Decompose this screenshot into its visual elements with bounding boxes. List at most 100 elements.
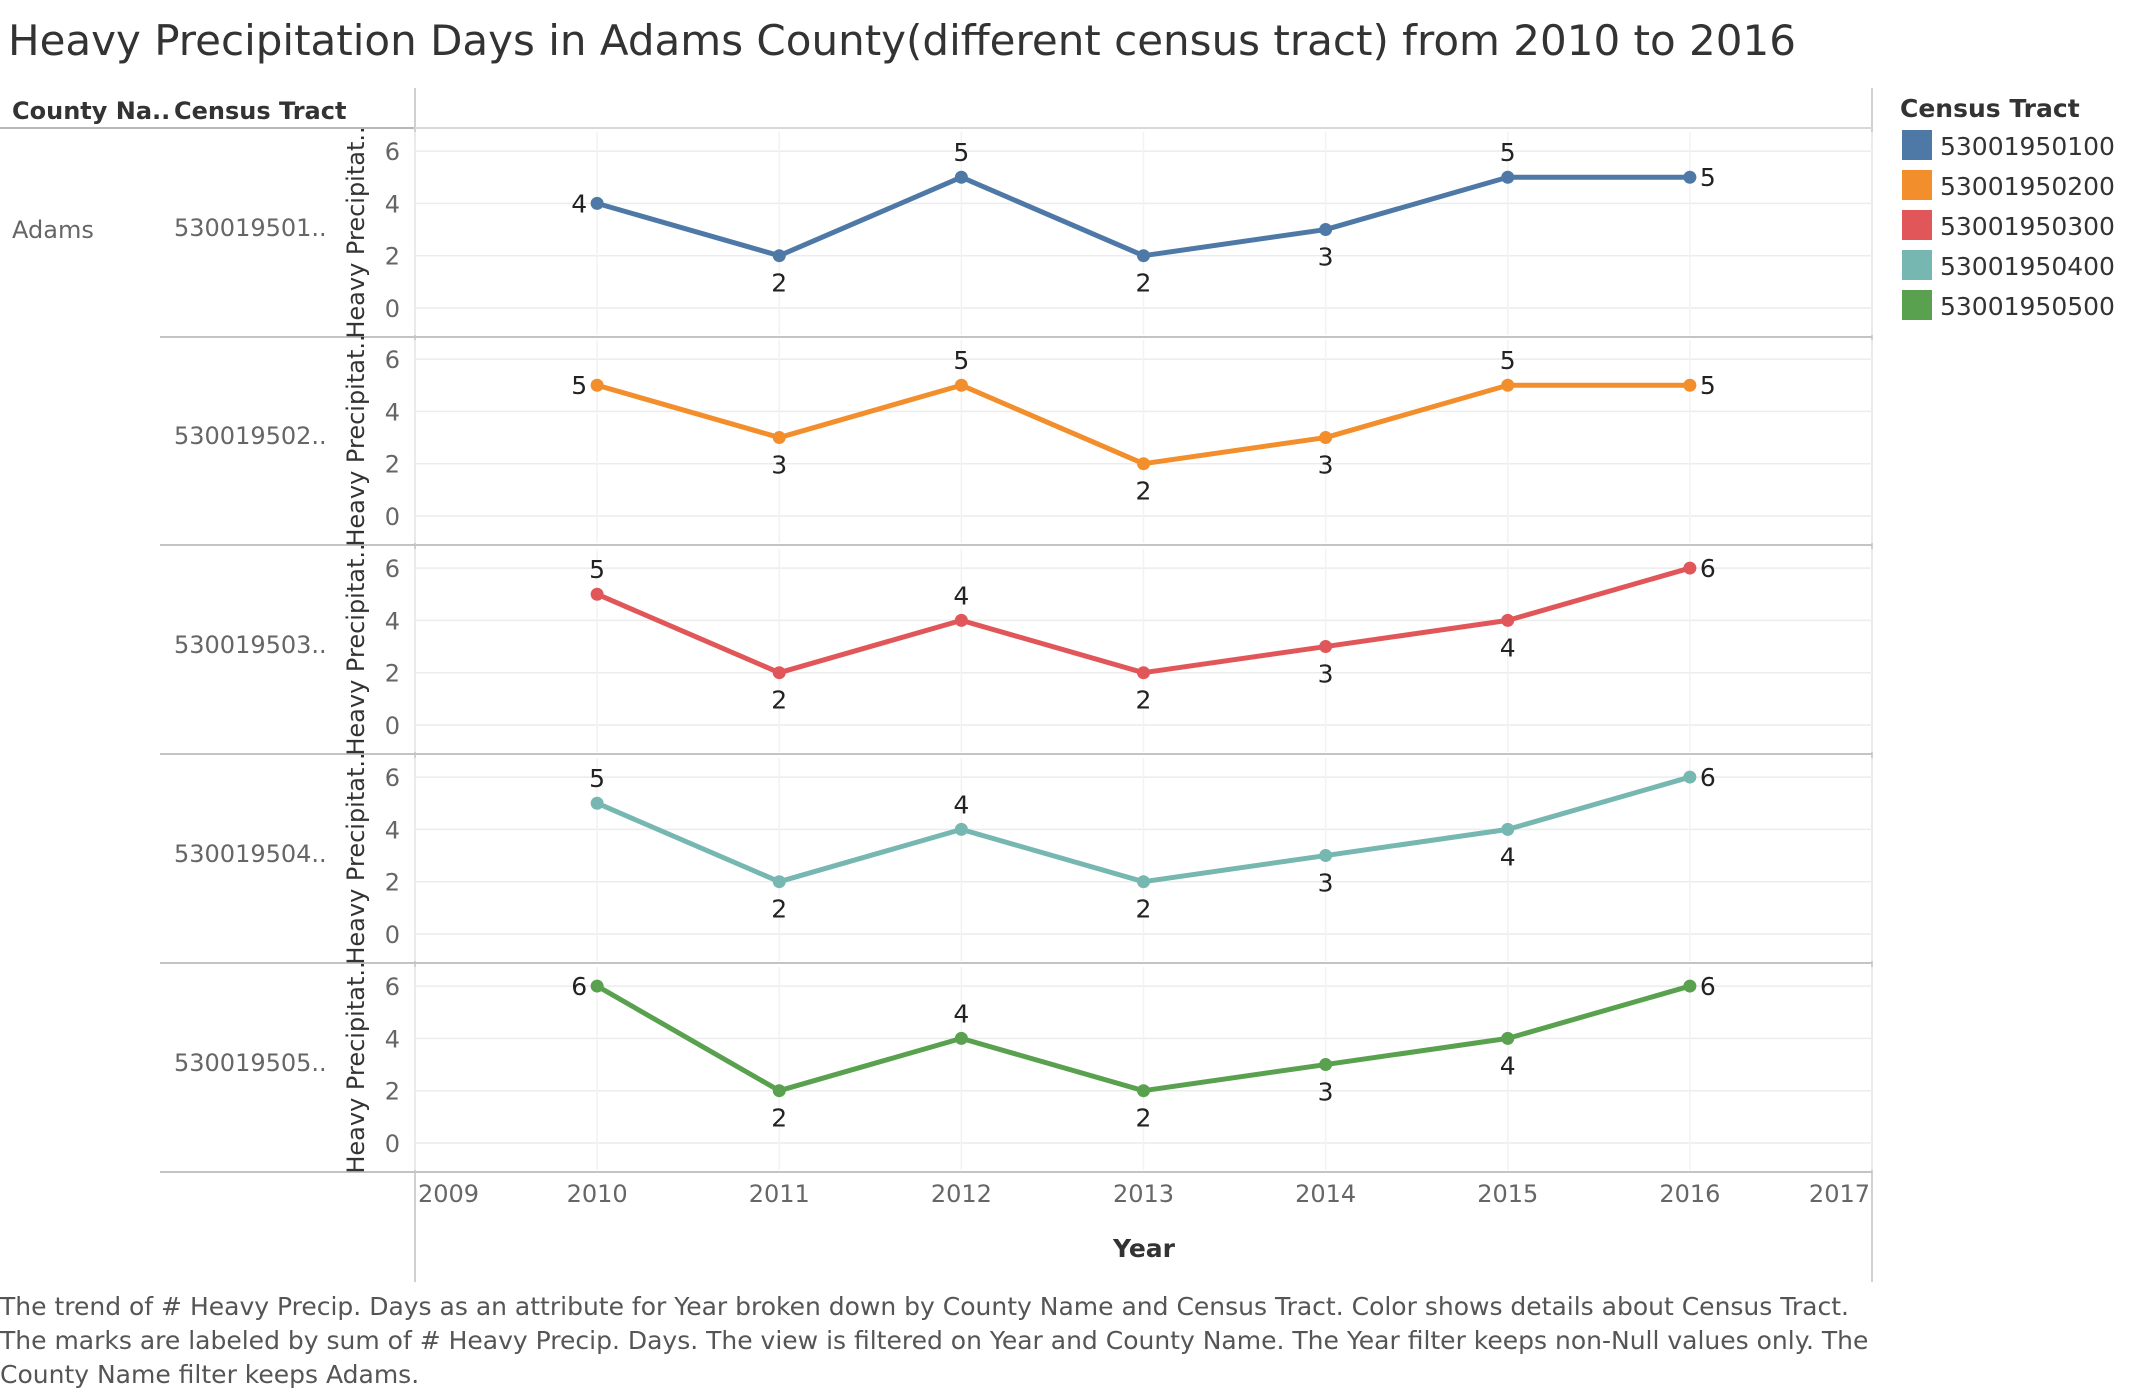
y-tick-label: 0: [385, 921, 400, 949]
data-label: 2: [1136, 686, 1152, 715]
row-header-county: County Na..: [12, 97, 170, 125]
data-point: [954, 613, 968, 627]
data-label: 5: [953, 138, 969, 167]
chart-caption: The trend of # Heavy Precip. Days as an …: [0, 1292, 1869, 1389]
data-point: [1501, 822, 1515, 836]
y-tick-label: 2: [385, 660, 400, 688]
data-point: [772, 875, 786, 889]
data-label: 4: [953, 999, 969, 1028]
legend-entry[interactable]: 53001950200: [1940, 172, 2115, 201]
data-point: [1319, 849, 1333, 863]
data-label: 4: [1500, 633, 1516, 662]
data-label: 5: [589, 764, 605, 793]
data-label: 4: [953, 790, 969, 819]
x-tick-label: 2013: [1113, 1180, 1174, 1208]
data-point: [954, 378, 968, 392]
data-point: [1501, 170, 1515, 184]
y-tick-label: 4: [385, 190, 400, 218]
y-axis-title: Heavy Precipitat..: [342, 543, 370, 755]
data-point: [1319, 1058, 1333, 1072]
y-axis-title: Heavy Precipitat..: [342, 334, 370, 546]
legend-swatch[interactable]: [1902, 210, 1932, 240]
data-point: [1137, 457, 1150, 471]
data-point: [590, 979, 604, 993]
y-tick-label: 0: [385, 503, 400, 531]
y-tick-label: 4: [385, 398, 400, 426]
data-label: 3: [771, 451, 787, 480]
y-tick-label: 2: [385, 1078, 400, 1106]
data-point: [1683, 979, 1697, 993]
data-point: [590, 587, 604, 601]
data-label: 5: [953, 346, 969, 375]
y-axis-title: Heavy Precipitat..: [342, 126, 370, 338]
census-tract-row-label: 530019503..: [174, 631, 327, 659]
legend-title: Census Tract: [1900, 94, 2080, 123]
x-tick-label: 2012: [931, 1180, 992, 1208]
census-tract-row-label: 530019505..: [174, 1049, 327, 1077]
data-label: 5: [1700, 163, 1716, 192]
x-tick-label: 2009: [418, 1180, 479, 1208]
data-point: [1501, 613, 1515, 627]
data-label: 4: [571, 189, 587, 218]
data-label: 2: [1136, 477, 1152, 506]
y-axis-title: Heavy Precipitat..: [342, 961, 370, 1173]
x-tick-label: 2016: [1659, 1180, 1720, 1208]
x-tick-label: 2017: [1809, 1180, 1870, 1208]
data-label: 2: [1136, 895, 1152, 924]
legend-entry[interactable]: 53001950300: [1940, 212, 2115, 241]
data-point: [1683, 170, 1697, 184]
y-tick-label: 0: [385, 1130, 400, 1158]
legend-swatch[interactable]: [1902, 290, 1932, 320]
row-header-census-tract: Census Tract: [174, 97, 346, 125]
legend-entry[interactable]: 53001950400: [1940, 252, 2115, 281]
data-point: [590, 796, 604, 810]
legend-swatch[interactable]: [1902, 250, 1932, 280]
data-point: [1683, 378, 1697, 392]
data-point: [590, 378, 604, 392]
y-tick-label: 0: [385, 712, 400, 740]
data-label: 5: [1500, 138, 1516, 167]
x-axis-title: Year: [1112, 1234, 1176, 1263]
x-tick-label: 2015: [1477, 1180, 1538, 1208]
y-tick-label: 0: [385, 295, 400, 323]
data-label: 3: [1318, 1078, 1334, 1107]
data-point: [1137, 875, 1150, 889]
data-point: [1501, 378, 1515, 392]
y-tick-label: 6: [385, 346, 400, 374]
legend-swatch[interactable]: [1902, 130, 1932, 160]
data-point: [772, 666, 786, 680]
data-label: 6: [1700, 972, 1716, 1001]
data-label: 2: [771, 269, 787, 298]
y-axis-title: Heavy Precipitat..: [342, 752, 370, 964]
data-point: [1137, 249, 1150, 263]
census-tract-row-label: 530019501..: [174, 214, 327, 242]
data-label: 5: [1700, 371, 1716, 400]
data-point: [590, 196, 604, 210]
data-label: 4: [953, 581, 969, 610]
data-label: 5: [589, 555, 605, 584]
data-point: [772, 1084, 786, 1098]
legend-swatch[interactable]: [1902, 170, 1932, 200]
legend-entry[interactable]: 53001950100: [1940, 132, 2115, 161]
data-label: 3: [1318, 869, 1334, 898]
data-point: [1319, 223, 1333, 237]
data-label: 4: [1500, 1051, 1516, 1080]
data-label: 6: [571, 972, 587, 1001]
data-point: [1501, 1031, 1515, 1045]
data-label: 3: [1318, 243, 1334, 272]
x-tick-label: 2010: [567, 1180, 628, 1208]
y-tick-label: 6: [385, 555, 400, 583]
data-label: 3: [1318, 451, 1334, 480]
y-tick-label: 4: [385, 816, 400, 844]
chart-title: Heavy Precipitation Days in Adams County…: [8, 16, 1796, 65]
data-label: 2: [771, 686, 787, 715]
data-point: [772, 249, 786, 263]
legend-entry[interactable]: 53001950500: [1940, 292, 2115, 321]
y-tick-label: 6: [385, 138, 400, 166]
data-label: 2: [1136, 269, 1152, 298]
y-tick-label: 6: [385, 764, 400, 792]
x-tick-label: 2011: [749, 1180, 810, 1208]
data-label: 2: [771, 1104, 787, 1133]
x-tick-label: 2014: [1295, 1180, 1356, 1208]
